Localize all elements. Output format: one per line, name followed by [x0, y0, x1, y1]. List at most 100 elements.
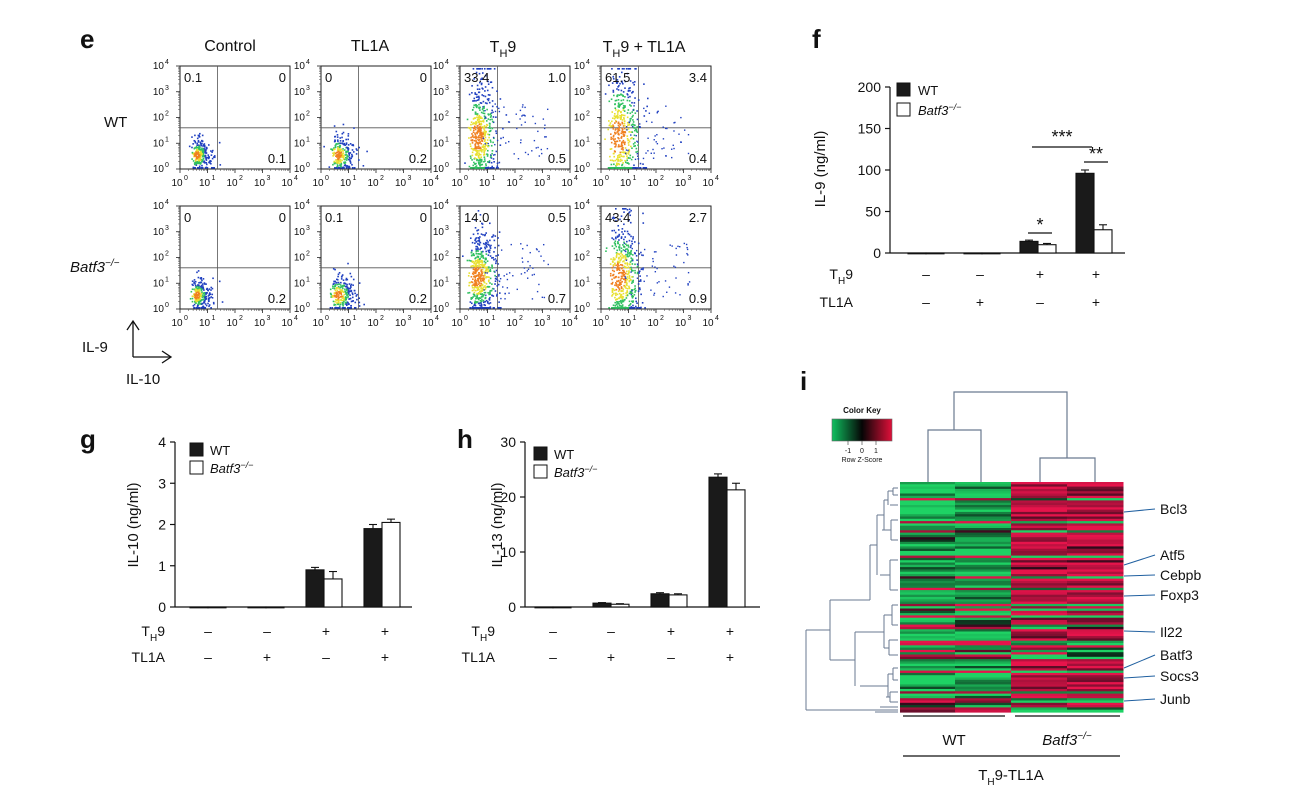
- flow-dot: [475, 252, 478, 255]
- flow-dot: [345, 151, 347, 154]
- flow-dot: [208, 288, 211, 290]
- flow-dot: [646, 275, 648, 277]
- flow-dot: [627, 149, 629, 152]
- gene-leader-line: [1123, 594, 1156, 597]
- flow-dot: [486, 139, 489, 141]
- flow-dot: [612, 274, 614, 277]
- condition-label-tl1a: TL1A: [462, 649, 496, 665]
- flow-dot: [335, 162, 337, 164]
- flow-dot: [629, 252, 632, 255]
- flow-dot: [333, 162, 336, 165]
- flow-dot: [476, 159, 478, 162]
- flow-dot: [350, 286, 352, 289]
- y-tick-exponent: 2: [445, 111, 449, 118]
- flow-dot: [472, 100, 474, 102]
- flow-dot: [629, 307, 631, 309]
- flow-dot: [480, 278, 482, 280]
- flow-dot: [342, 123, 345, 126]
- flow-dot: [343, 293, 346, 296]
- flow-dot: [471, 261, 474, 263]
- flow-dot: [620, 307, 622, 309]
- flow-dot: [635, 300, 638, 303]
- flow-dot: [626, 135, 629, 137]
- y-tick-exponent: 1: [445, 276, 449, 283]
- flow-dot: [484, 132, 486, 134]
- flow-dot: [202, 151, 204, 154]
- flow-dot: [199, 298, 201, 301]
- bar-batf3: [552, 606, 572, 609]
- flow-dot: [640, 251, 642, 254]
- condition-th9-value: –: [922, 266, 930, 282]
- flow-dot: [621, 272, 623, 275]
- flow-dot: [471, 151, 474, 154]
- flow-dot: [544, 136, 546, 138]
- heatmap-row: [900, 498, 1124, 501]
- flow-dot: [493, 288, 495, 290]
- flow-dot: [543, 296, 546, 299]
- flow-dot: [477, 307, 480, 309]
- flow-dot: [349, 287, 351, 290]
- flow-dot: [487, 145, 489, 148]
- quadrant-ur-value: 0: [279, 70, 286, 85]
- heatmap-cell: [1067, 505, 1124, 508]
- flow-dot: [629, 87, 631, 89]
- flow-dot: [615, 299, 617, 301]
- flow-dot: [218, 141, 221, 144]
- flow-dot: [480, 261, 483, 263]
- flow-dot: [348, 158, 350, 161]
- x-tick-exponent: 1: [633, 315, 637, 322]
- heatmap-cell: [955, 652, 1012, 656]
- flow-dot: [485, 253, 488, 255]
- y-tick-exponent: 2: [306, 251, 310, 258]
- flow-dot: [656, 142, 659, 145]
- flow-dot: [623, 127, 626, 130]
- y-tick-label: 10: [294, 304, 306, 315]
- flow-dot: [624, 131, 627, 134]
- y-tick-label: 10: [153, 278, 165, 289]
- flow-dot: [481, 72, 484, 74]
- flow-dot: [343, 154, 346, 157]
- flow-dot: [621, 163, 624, 166]
- flow-dot: [347, 135, 350, 137]
- flow-dot: [495, 167, 498, 169]
- flow-dot: [473, 129, 475, 132]
- flow-dot: [498, 301, 500, 303]
- flow-dot: [468, 137, 470, 139]
- flow-dot: [336, 307, 339, 309]
- heatmap-cell: [1067, 707, 1124, 711]
- condition-th9-value: –: [204, 623, 212, 639]
- flow-dot: [484, 160, 486, 162]
- flow-dot: [633, 293, 636, 296]
- flow-dot: [634, 287, 636, 290]
- flow-dot: [628, 163, 630, 165]
- heatmap-row: [900, 622, 1124, 626]
- heatmap-cell: [900, 661, 956, 665]
- flow-dot: [494, 290, 497, 292]
- bar-batf3: [668, 594, 688, 608]
- heatmap-cell: [1067, 695, 1124, 699]
- flow-dot: [622, 260, 624, 263]
- heatmap-cell: [955, 532, 1012, 536]
- flow-dot: [484, 142, 487, 144]
- flow-dot: [494, 283, 496, 285]
- flow-dot: [609, 122, 612, 124]
- heatmap-row: [900, 592, 1124, 596]
- flow-dot: [616, 131, 619, 133]
- flow-dot: [337, 293, 339, 295]
- flow-dot: [480, 305, 482, 307]
- y-tick-label: 10: [153, 113, 165, 124]
- flow-dot: [616, 265, 619, 268]
- flow-dot: [477, 302, 480, 305]
- flow-dot: [334, 135, 337, 138]
- flow-dot: [345, 302, 348, 305]
- flow-dot: [481, 94, 484, 96]
- heatmap-cell: [955, 702, 1012, 706]
- flow-dot: [674, 292, 677, 294]
- flow-dot: [480, 82, 483, 85]
- flow-dot: [629, 290, 632, 293]
- flow-dot: [476, 132, 478, 135]
- flow-dot: [474, 163, 476, 165]
- flow-dot: [489, 282, 491, 284]
- flow-dot: [212, 156, 215, 158]
- heatmap-cell: [1011, 603, 1068, 607]
